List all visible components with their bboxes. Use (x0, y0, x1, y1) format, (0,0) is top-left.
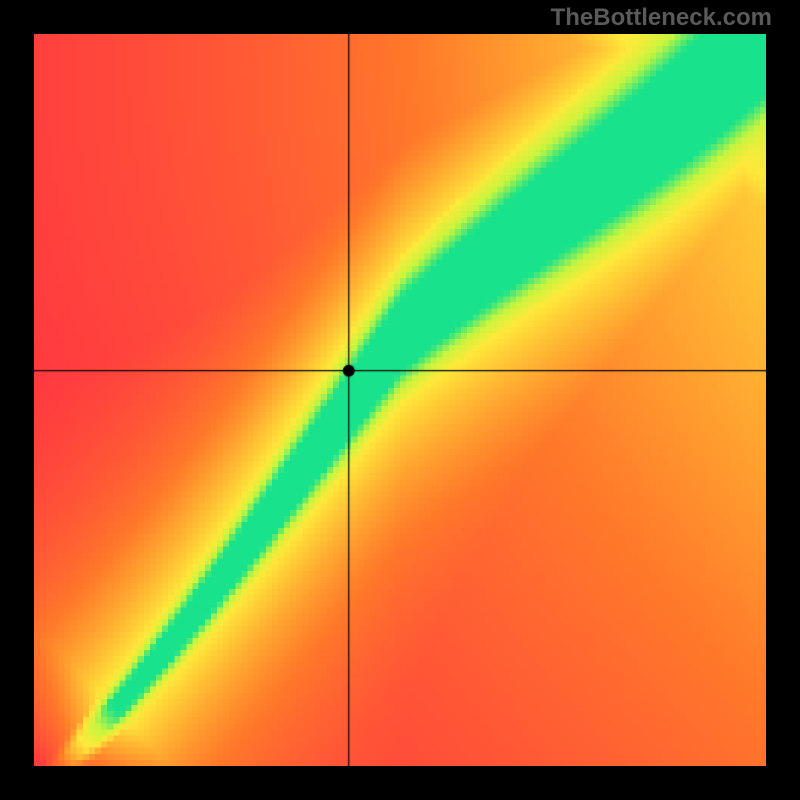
watermark-text: TheBottleneck.com (551, 4, 772, 32)
chart-container: { "watermark": { "text": "TheBottleneck.… (0, 0, 800, 800)
bottleneck-heatmap (34, 34, 766, 766)
